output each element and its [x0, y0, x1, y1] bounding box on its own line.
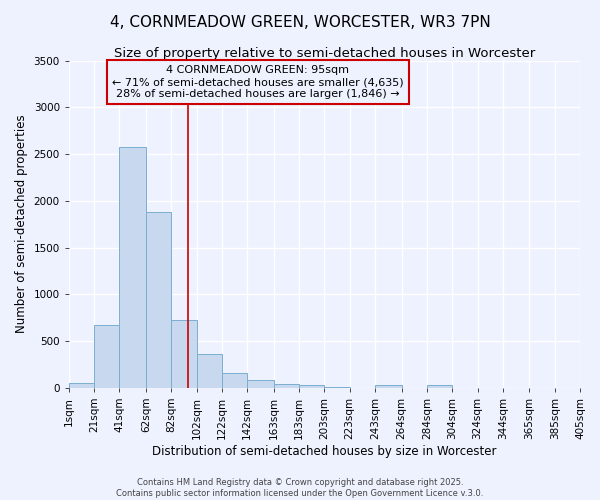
Text: 4, CORNMEADOW GREEN, WORCESTER, WR3 7PN: 4, CORNMEADOW GREEN, WORCESTER, WR3 7PN [110, 15, 490, 30]
Bar [247, 380, 274, 388]
Bar [172, 320, 197, 388]
Text: Contains HM Land Registry data © Crown copyright and database right 2025.
Contai: Contains HM Land Registry data © Crown c… [116, 478, 484, 498]
Bar [146, 212, 172, 388]
Text: 4 CORNMEADOW GREEN: 95sqm
← 71% of semi-detached houses are smaller (4,635)
28% : 4 CORNMEADOW GREEN: 95sqm ← 71% of semi-… [112, 66, 404, 98]
Bar [299, 386, 325, 388]
Bar [427, 385, 452, 388]
Bar [119, 146, 146, 388]
Bar [375, 385, 401, 388]
Y-axis label: Number of semi-detached properties: Number of semi-detached properties [15, 115, 28, 334]
Bar [69, 382, 94, 388]
Bar [94, 324, 119, 388]
X-axis label: Distribution of semi-detached houses by size in Worcester: Distribution of semi-detached houses by … [152, 444, 497, 458]
Bar [274, 384, 299, 388]
Bar [197, 354, 222, 388]
Title: Size of property relative to semi-detached houses in Worcester: Size of property relative to semi-detach… [114, 48, 535, 60]
Bar [222, 374, 247, 388]
